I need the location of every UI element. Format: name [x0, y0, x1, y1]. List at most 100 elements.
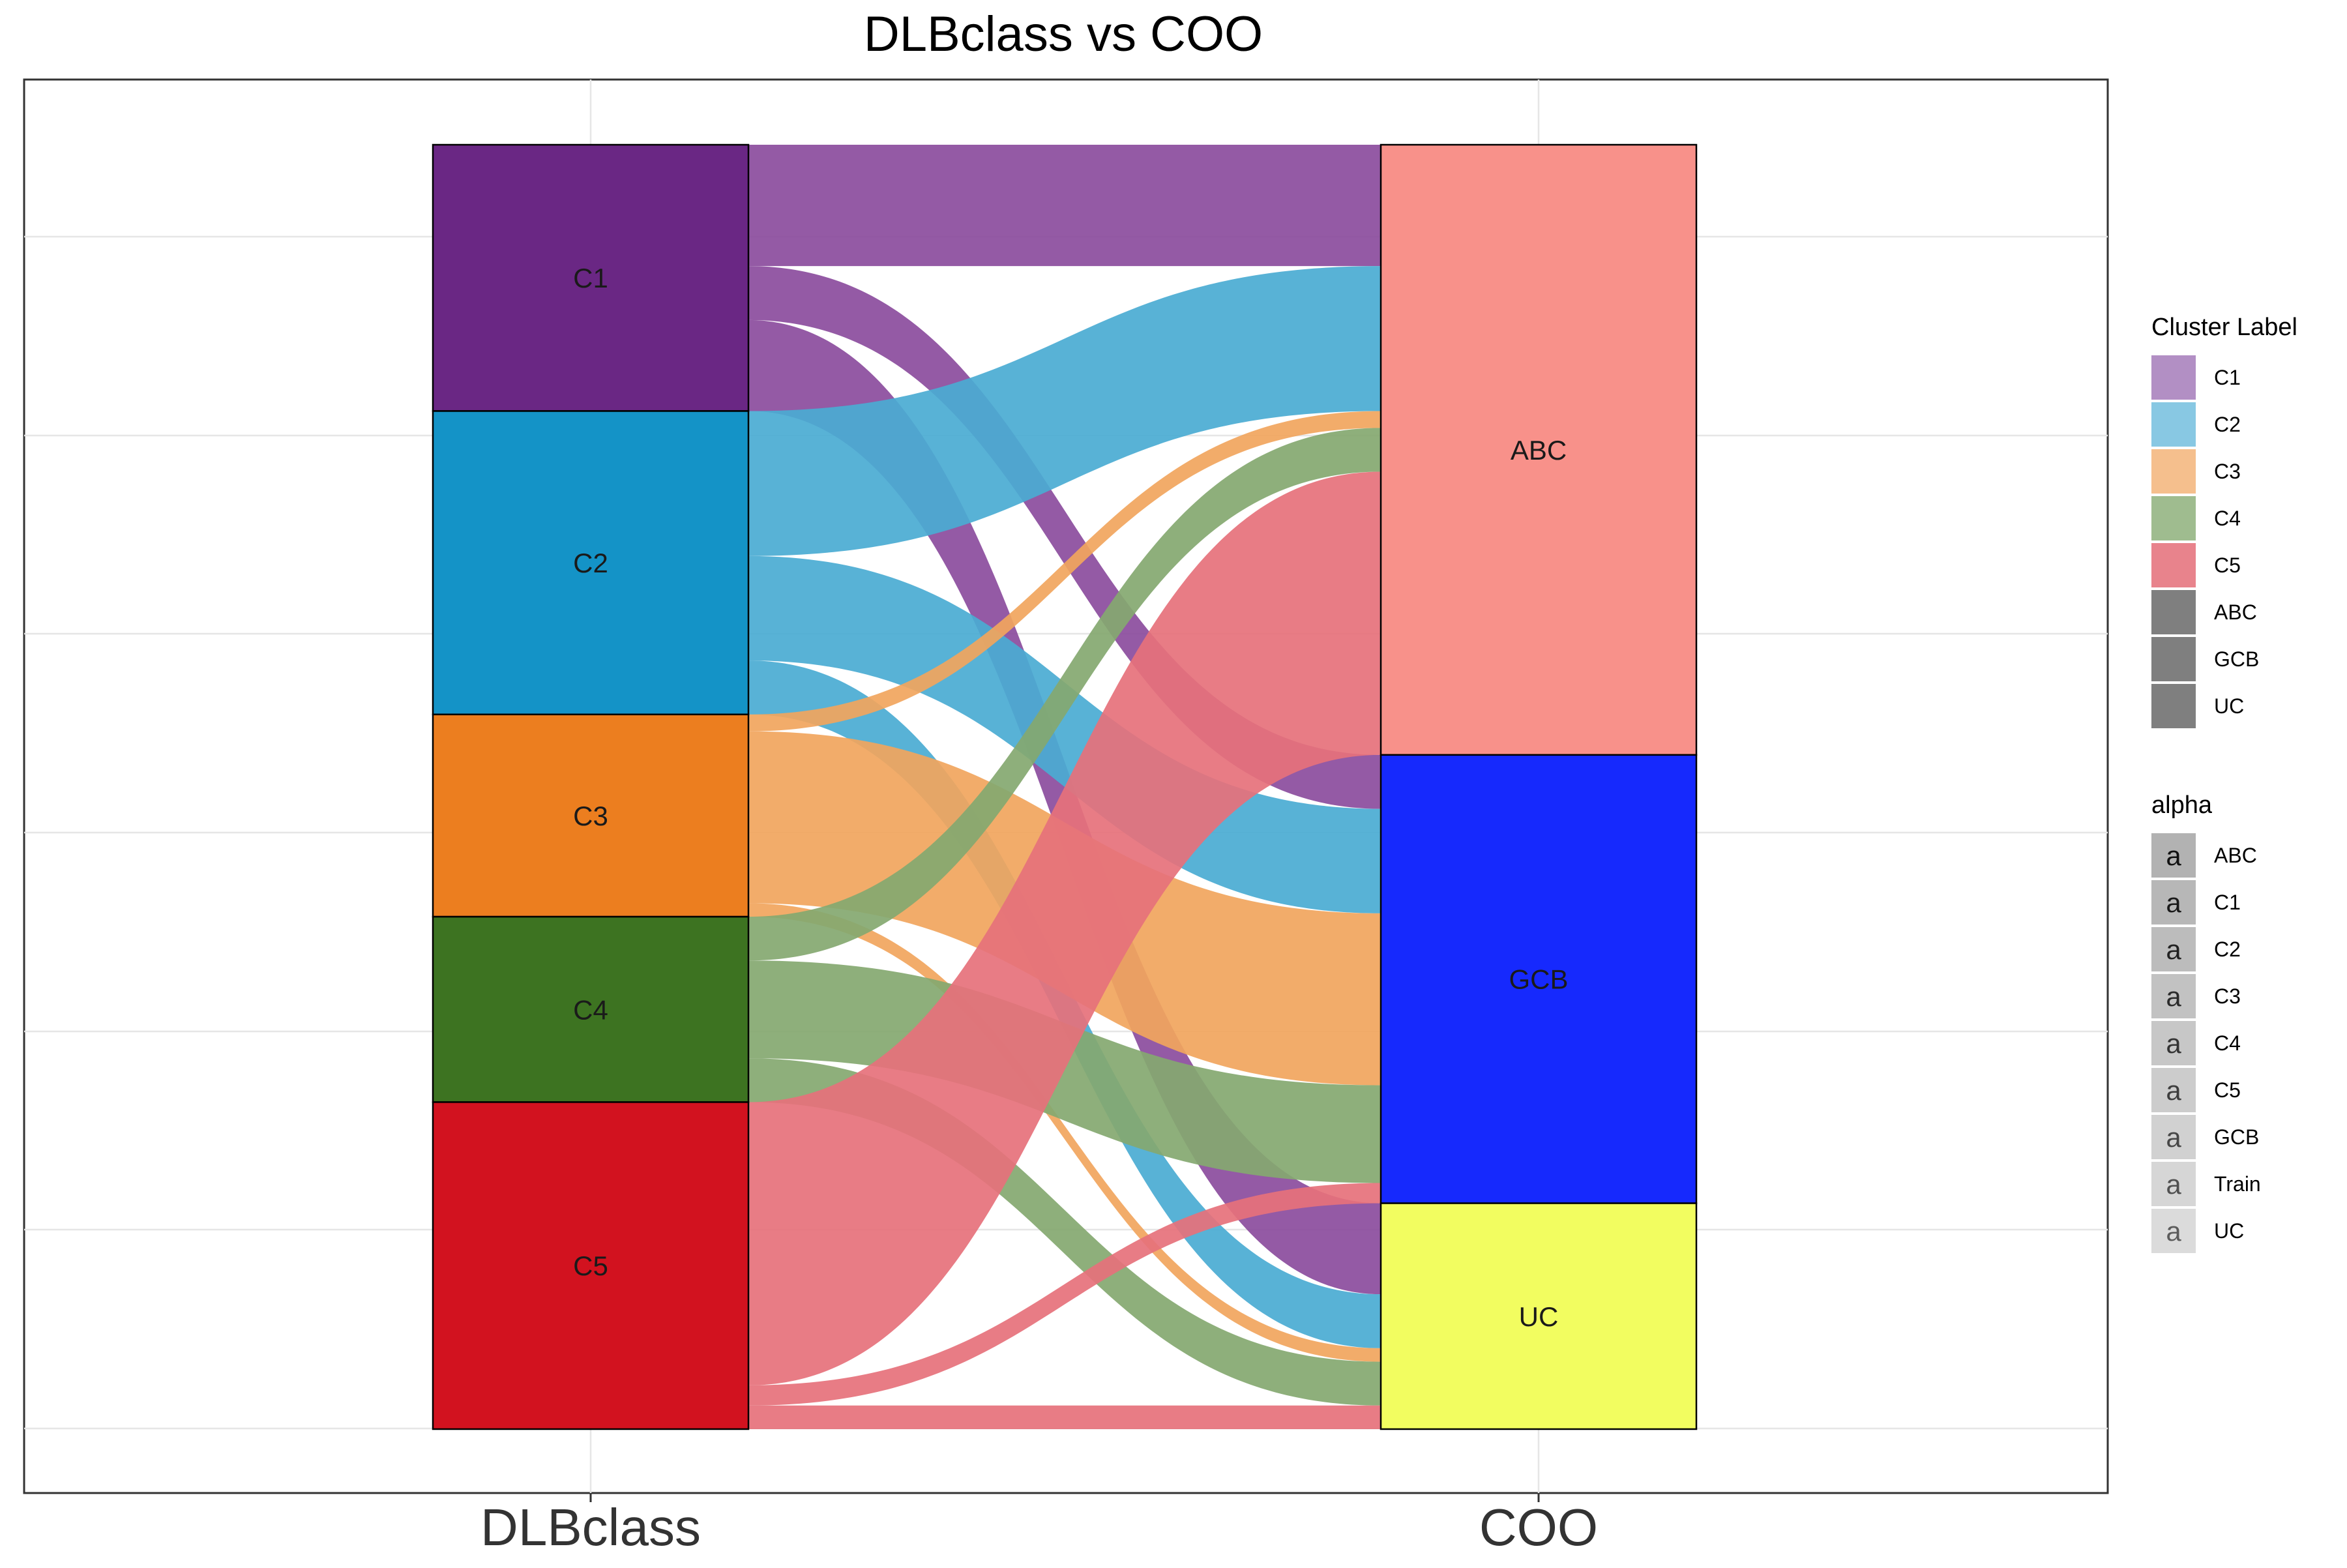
legend-entry: C1: [2151, 355, 2241, 400]
legend-key: [2151, 927, 2196, 971]
legend-label: C1: [2214, 891, 2241, 914]
flow-c3-to-abc: [748, 411, 1381, 732]
legend-glyph: a: [2166, 981, 2181, 1012]
legend-label: C3: [2214, 460, 2241, 483]
flow-c5-to-uc: [748, 1405, 1381, 1429]
legend-key: [2151, 590, 2196, 634]
legend-entry: a Train: [2151, 1162, 2261, 1206]
chart-title: DLBclass vs COO: [864, 7, 1263, 62]
stratum-label: C1: [573, 263, 608, 293]
stratum-c5: C5: [432, 1101, 750, 1430]
stratum-label: C4: [573, 994, 608, 1025]
flow-c5-to-abc: [748, 471, 1381, 1385]
legend-key: [2151, 1115, 2196, 1159]
legend-entry: UC: [2151, 684, 2244, 728]
legend-title: alpha: [2151, 791, 2213, 819]
flow-c4-to-uc: [748, 1058, 1381, 1406]
stratum-label: C2: [573, 548, 608, 578]
legend-entry: C4: [2151, 496, 2241, 540]
legend-label: C2: [2214, 938, 2241, 961]
legend-label: Train: [2214, 1172, 2261, 1196]
legend-cluster-label: Cluster Label C1 C2 C3 C4 C5 ABC GCB UC: [2151, 314, 2297, 728]
legend-label: C3: [2214, 984, 2241, 1008]
flow-c4-to-abc: [748, 428, 1381, 961]
stratum-box: [432, 1101, 750, 1430]
legend-entry: a C5: [2151, 1068, 2241, 1112]
legend-key: [2151, 1209, 2196, 1253]
stratum-label: ABC: [1511, 435, 1567, 466]
legend-key: [2151, 543, 2196, 587]
stratum-uc: UC: [1380, 1202, 1698, 1430]
stratum-c1: C1: [432, 143, 750, 412]
legend-key: [2151, 449, 2196, 494]
legend-entry: a C2: [2151, 927, 2241, 971]
flow-c2-to-gcb: [748, 555, 1381, 913]
legend-glyph: a: [2166, 1028, 2181, 1059]
legend-title: Cluster Label: [2151, 314, 2297, 341]
stratum-c3: C3: [432, 713, 750, 918]
legend-label: ABC: [2214, 844, 2257, 867]
legend-key: [2151, 637, 2196, 681]
legend-glyph: a: [2166, 1216, 2181, 1247]
x-tick-label-dlbclass: DLBclass: [480, 1498, 701, 1556]
legend-entry: GCB: [2151, 637, 2259, 681]
stratum-box: [1380, 143, 1698, 756]
legend-glyph: a: [2166, 887, 2181, 918]
legend-key: [2151, 1021, 2196, 1065]
legend-key: [2151, 355, 2196, 400]
legend-key: [2151, 402, 2196, 447]
legend-key: [2151, 974, 2196, 1018]
legend-label: UC: [2214, 694, 2244, 718]
legend-entry: a C4: [2151, 1021, 2241, 1065]
stratum-box: [432, 143, 750, 412]
legend-entry: a C3: [2151, 974, 2241, 1018]
x-axis: DLBclass COO: [480, 1493, 1598, 1556]
legend-label: GCB: [2214, 1125, 2259, 1149]
legend-key: [2151, 1162, 2196, 1206]
legend-entry: a UC: [2151, 1209, 2244, 1253]
legend-glyph: a: [2166, 934, 2181, 965]
stratum-label: UC: [1519, 1301, 1559, 1332]
legend-glyph: a: [2166, 1169, 2181, 1200]
flow-c5-to-gcb: [748, 1183, 1381, 1406]
stratum-label: C5: [573, 1250, 608, 1281]
stratum-label: GCB: [1509, 964, 1568, 995]
stratum-box: [432, 410, 750, 716]
legend-label: GCB: [2214, 647, 2259, 671]
stratum-box: [1380, 1202, 1698, 1430]
legend-label: ABC: [2214, 600, 2257, 624]
legend-key: [2151, 1068, 2196, 1112]
legend-label: UC: [2214, 1219, 2244, 1243]
legend-glyph: a: [2166, 1075, 2181, 1106]
stratum-abc: ABC: [1380, 143, 1698, 756]
flow-c1-to-abc: [748, 145, 1381, 267]
x-tick-label-coo: COO: [1479, 1498, 1598, 1556]
strata: C1 C2 C3 C4 C5 ABC GCB UC: [432, 143, 1698, 1430]
legend-entry: C3: [2151, 449, 2241, 494]
legend-entry: C5: [2151, 543, 2241, 587]
legend-label: C2: [2214, 413, 2241, 436]
stratum-label: C3: [573, 801, 608, 831]
flows: [748, 145, 1381, 1429]
legend-glyph: a: [2166, 1122, 2181, 1153]
flow-c3-to-uc: [748, 903, 1381, 1362]
stratum-c4: C4: [432, 915, 750, 1103]
legend-glyph: a: [2166, 840, 2181, 871]
legend-entry: a ABC: [2151, 833, 2257, 878]
legend-label: C1: [2214, 366, 2241, 389]
stratum-box: [432, 713, 750, 918]
legends: Cluster Label C1 C2 C3 C4 C5 ABC GCB UC alpha a ABC…: [2151, 314, 2297, 1253]
stratum-c2: C2: [432, 410, 750, 716]
flow-c2-to-abc: [748, 266, 1381, 556]
legend-alpha: alpha a ABC a C1 a C2 a C3 a C4 a C5 a GCB a Train a UC: [2151, 791, 2261, 1253]
legend-entry: C2: [2151, 402, 2241, 447]
legend-key: [2151, 496, 2196, 540]
legend-key: [2151, 684, 2196, 728]
flow-c4-to-gcb: [748, 960, 1381, 1183]
legend-label: C5: [2214, 1078, 2241, 1102]
legend-entry: a GCB: [2151, 1115, 2259, 1159]
legend-label: C4: [2214, 507, 2241, 530]
stratum-box: [1380, 754, 1698, 1204]
